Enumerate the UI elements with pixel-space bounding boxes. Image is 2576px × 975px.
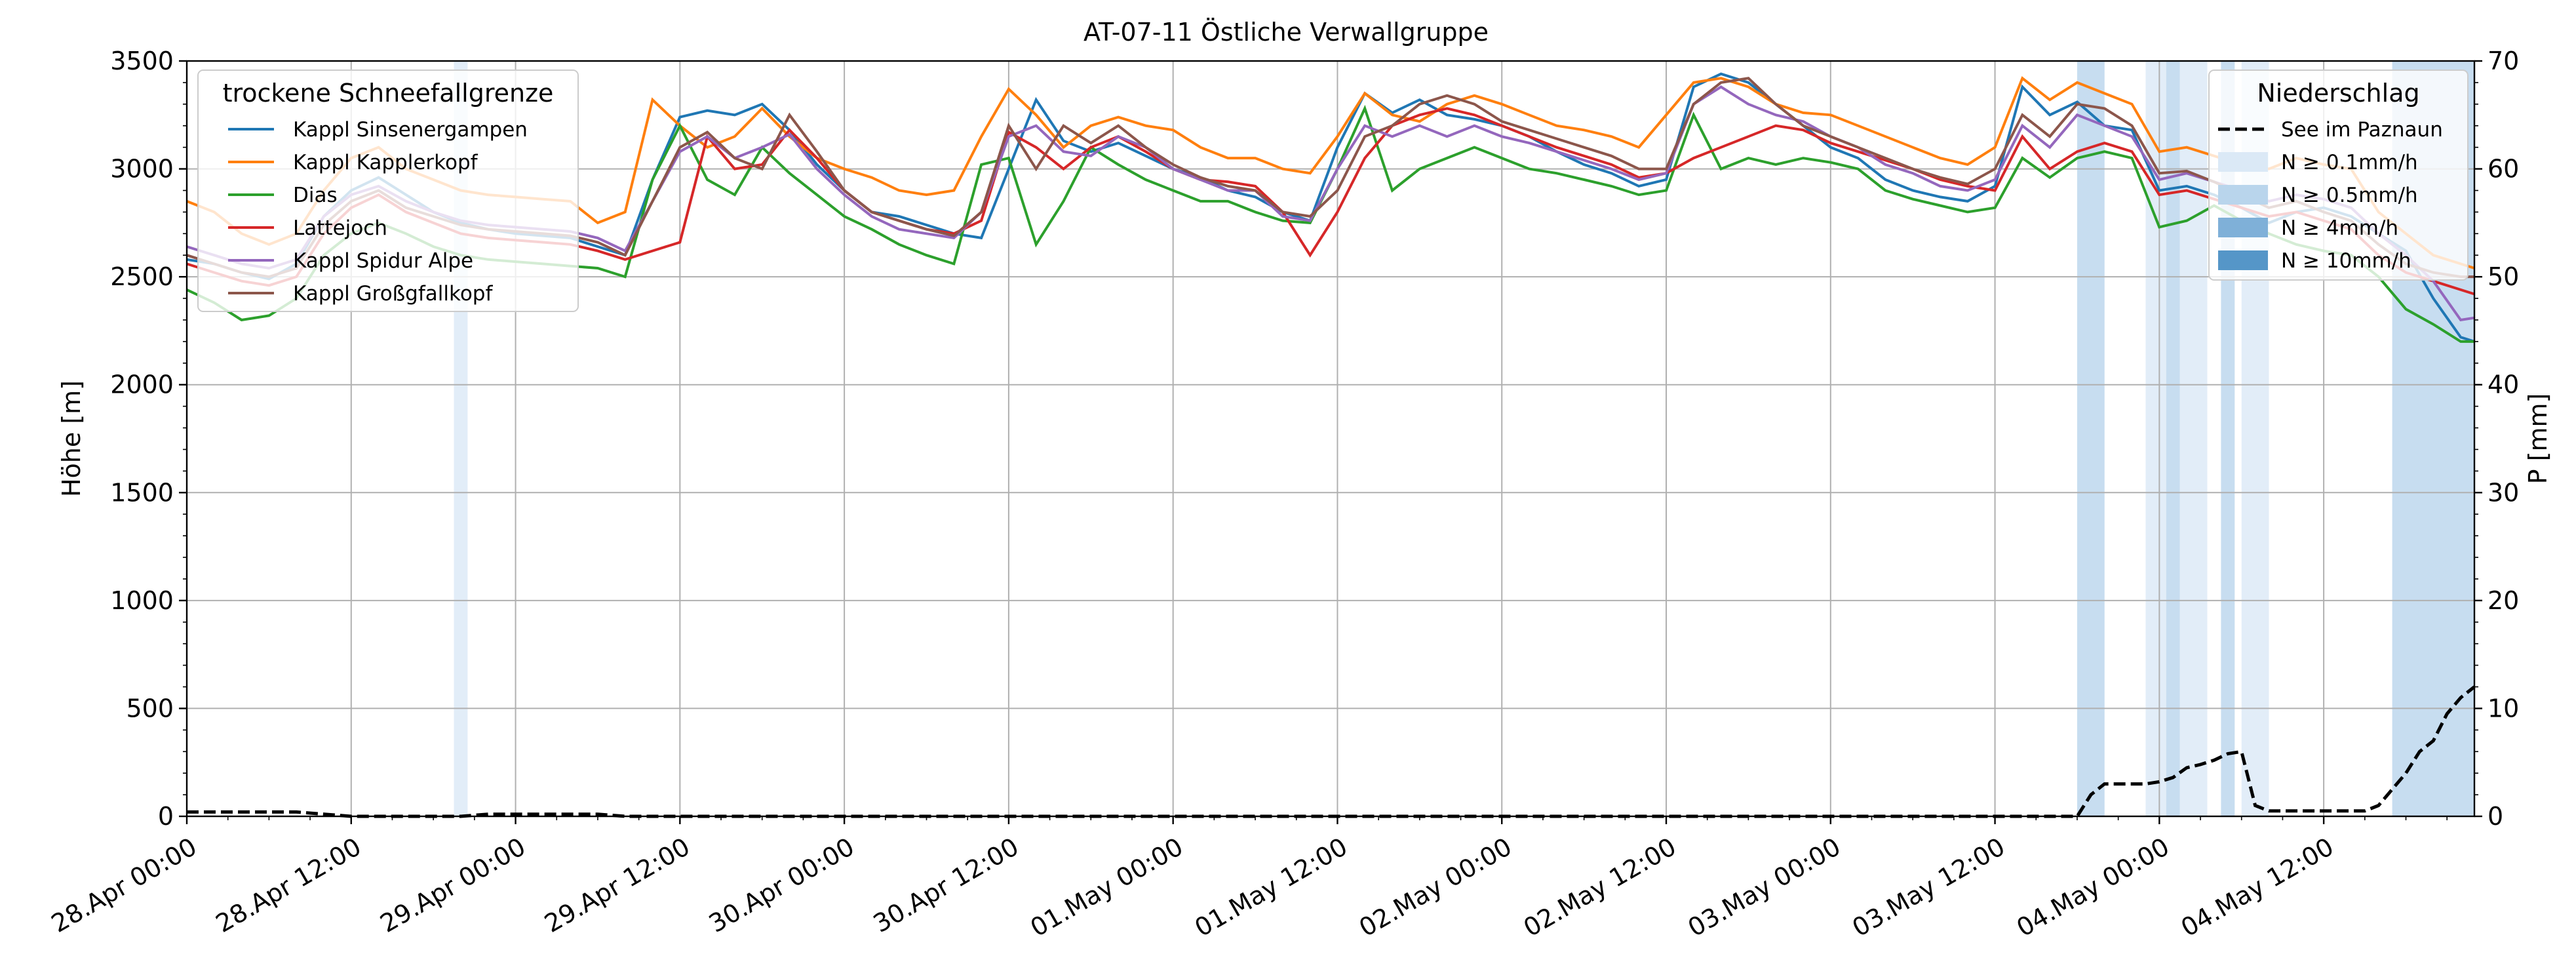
x-tick-label: 04.May 00:00: [2012, 832, 2174, 942]
legend-left-label: Kappl Sinsenergampen: [293, 118, 528, 142]
y2-tick-label: 0: [2488, 802, 2503, 831]
y-tick-label: 3000: [110, 155, 174, 184]
x-tick-label: 29.Apr 12:00: [539, 832, 695, 938]
x-tick-label: 01.May 12:00: [1190, 832, 1352, 942]
y-axis-label: Höhe [m]: [57, 380, 86, 497]
y2-tick-label: 30: [2488, 478, 2519, 507]
y-axis-right: 0 10 20 30 40 50 60 70: [2474, 47, 2519, 831]
y2-tick-label: 20: [2488, 586, 2519, 615]
precip-band: [2077, 61, 2105, 816]
legend-left-label: Kappl Spidur Alpe: [293, 249, 473, 273]
x-tick-label: 02.May 00:00: [1354, 832, 1517, 942]
x-tick-label: 01.May 00:00: [1025, 832, 1188, 942]
y2-tick-label: 10: [2488, 694, 2519, 723]
legend-right-title: Niederschlag: [2257, 79, 2419, 108]
legend-left-title: trockene Schneefallgrenze: [223, 79, 554, 108]
legend-right-band-swatch: [2218, 250, 2268, 270]
precip-line-path: [187, 685, 2476, 818]
legend-right-band-label: N ≥ 4mm/h: [2281, 216, 2398, 240]
precip-line: [187, 685, 2476, 818]
precip-bands: [454, 61, 2474, 816]
x-axis: 28.Apr 00:00 28.Apr 12:00 29.Apr 00:00 29.A…: [47, 816, 2448, 942]
x-tick-label: 28.Apr 12:00: [211, 832, 366, 938]
y-tick-label: 1000: [110, 586, 174, 615]
y-tick-label: 3500: [110, 47, 174, 75]
y-tick-label: 1500: [110, 478, 174, 507]
y-tick-label: 2500: [110, 262, 174, 291]
precip-band: [2166, 61, 2180, 816]
y-tick-label: 0: [158, 802, 174, 831]
chart-title: AT-07-11 Östliche Verwallgruppe: [1083, 18, 1489, 47]
legend-right: Niederschlag See im Paznaun N ≥ 0.1mm/h N ≥…: [2208, 70, 2469, 281]
x-tick-label: 02.May 12:00: [1519, 832, 1681, 942]
legend-right-band-swatch: [2218, 185, 2268, 205]
legend-right-precip-label: See im Paznaun: [2281, 118, 2443, 142]
legend-left-label: Kappl Kapplerkopf: [293, 151, 478, 174]
legend-left-label: Lattejoch: [293, 216, 387, 240]
legend-right-band-label: N ≥ 10mm/h: [2281, 249, 2411, 273]
x-tick-label: 03.May 12:00: [1847, 832, 2010, 942]
y2-tick-label: 40: [2488, 370, 2519, 399]
y-axis-label-right: P [mm]: [2524, 393, 2552, 485]
legend-right-box: [2208, 70, 2469, 281]
legend-right-band-label: N ≥ 0.1mm/h: [2281, 151, 2418, 174]
legend-right-band-label: N ≥ 0.5mm/h: [2281, 184, 2418, 207]
legend-right-band-swatch: [2218, 218, 2268, 237]
x-tick-label: 03.May 00:00: [1683, 832, 1846, 942]
legend-left-label: Dias: [293, 184, 338, 207]
y2-tick-label: 50: [2488, 262, 2519, 291]
x-tick-label: 28.Apr 00:00: [47, 832, 202, 938]
y2-tick-label: 60: [2488, 155, 2519, 184]
precip-band: [2145, 61, 2166, 816]
y2-tick-label: 70: [2488, 47, 2519, 75]
x-tick-label: 29.Apr 00:00: [375, 832, 530, 938]
legend-left: trockene Schneefallgrenze Kappl Sinsenerg…: [197, 70, 579, 312]
y-tick-label: 2000: [110, 370, 174, 399]
legend-left-label: Kappl Großgfallkopf: [293, 282, 493, 306]
x-tick-label: 30.Apr 12:00: [868, 832, 1024, 938]
x-tick-label: 30.Apr 00:00: [704, 832, 859, 938]
plot-frame: [185, 60, 2476, 818]
y-axis-left: 0 500 1000 1500 2000 2500 3000 3500: [110, 47, 187, 831]
legend-left-box: [197, 70, 579, 312]
y-tick-label: 500: [126, 694, 174, 723]
x-tick-label: 04.May 12:00: [2176, 832, 2339, 942]
legend-right-band-swatch: [2218, 152, 2268, 172]
